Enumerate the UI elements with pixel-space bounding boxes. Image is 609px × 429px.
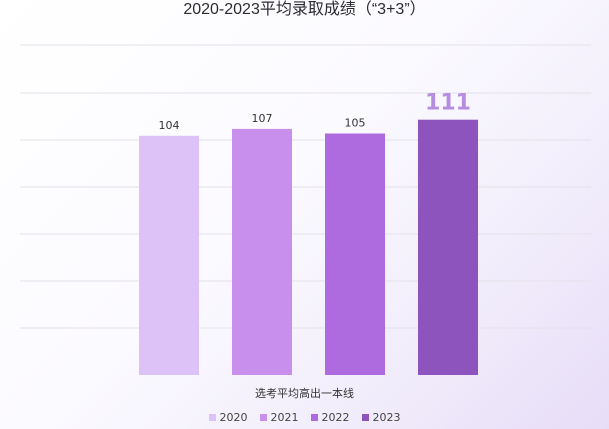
legend-label: 2023 — [372, 411, 401, 424]
bar-2021 — [232, 128, 292, 375]
legend-swatch — [361, 414, 369, 421]
legend-label: 2020 — [219, 411, 248, 424]
bar-2020 — [139, 135, 199, 375]
chart-title: 2020-2023平均录取成绩（“3+3”） — [183, 1, 426, 18]
legend-swatch — [259, 414, 267, 421]
data-label-2022: 105 — [345, 117, 366, 130]
legend-item-2020: 2020 — [208, 411, 248, 424]
legend-label: 2021 — [270, 411, 299, 424]
legend-swatch — [208, 414, 216, 421]
bar-2022 — [325, 133, 385, 375]
bar-2023 — [418, 119, 478, 375]
data-label-2020: 104 — [159, 119, 180, 132]
legend-item-2023: 2023 — [361, 411, 401, 424]
data-label-2021: 107 — [252, 112, 273, 125]
legend: 2020 2021 2022 2023 — [0, 411, 609, 424]
legend-swatch — [310, 414, 318, 421]
legend-label: 2022 — [321, 411, 350, 424]
legend-item-2021: 2021 — [259, 411, 299, 424]
x-axis-label: 选考平均高出一本线 — [255, 387, 354, 400]
data-label-2023: 111 — [425, 91, 471, 116]
legend-item-2022: 2022 — [310, 411, 350, 424]
